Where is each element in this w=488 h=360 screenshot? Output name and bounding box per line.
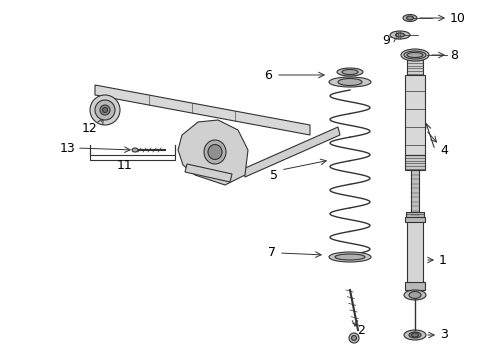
- Ellipse shape: [336, 68, 362, 76]
- Text: 4: 4: [439, 144, 447, 157]
- Ellipse shape: [328, 77, 370, 87]
- Bar: [404, 217, 424, 222]
- Ellipse shape: [341, 69, 357, 75]
- Text: 1: 1: [438, 253, 446, 266]
- Ellipse shape: [328, 252, 370, 262]
- Ellipse shape: [102, 108, 107, 112]
- Ellipse shape: [411, 333, 418, 337]
- Ellipse shape: [95, 100, 115, 120]
- Text: 8: 8: [449, 49, 457, 62]
- Text: 6: 6: [264, 68, 271, 81]
- Ellipse shape: [132, 148, 138, 152]
- Ellipse shape: [348, 333, 358, 343]
- Bar: [406, 60, 422, 75]
- Text: 10: 10: [449, 12, 465, 24]
- Bar: [404, 282, 424, 290]
- Ellipse shape: [337, 78, 361, 86]
- Bar: [404, 75, 424, 155]
- Ellipse shape: [403, 290, 425, 300]
- Text: 7: 7: [267, 246, 275, 258]
- Ellipse shape: [408, 292, 420, 298]
- Ellipse shape: [408, 332, 420, 338]
- Ellipse shape: [395, 33, 404, 37]
- Text: 13: 13: [59, 141, 75, 154]
- Ellipse shape: [389, 31, 409, 39]
- Polygon shape: [243, 127, 339, 177]
- Text: 5: 5: [269, 168, 278, 181]
- Ellipse shape: [90, 95, 120, 125]
- Bar: [406, 220, 422, 285]
- Polygon shape: [95, 85, 309, 135]
- Bar: [410, 170, 418, 215]
- Text: 12: 12: [82, 122, 98, 135]
- Ellipse shape: [203, 140, 225, 164]
- Ellipse shape: [100, 105, 110, 115]
- Ellipse shape: [207, 144, 222, 159]
- Ellipse shape: [406, 16, 413, 20]
- Ellipse shape: [403, 51, 425, 59]
- Polygon shape: [184, 164, 231, 182]
- Polygon shape: [178, 120, 247, 185]
- Bar: [405, 212, 423, 220]
- Ellipse shape: [406, 53, 422, 58]
- Bar: [404, 155, 424, 170]
- Ellipse shape: [402, 14, 416, 22]
- Ellipse shape: [400, 49, 428, 61]
- Text: 2: 2: [356, 324, 364, 337]
- Ellipse shape: [334, 254, 364, 260]
- Text: 9: 9: [381, 33, 389, 46]
- Text: 3: 3: [439, 328, 447, 342]
- Text: 11: 11: [117, 158, 133, 171]
- Ellipse shape: [351, 336, 356, 341]
- Ellipse shape: [403, 330, 425, 340]
